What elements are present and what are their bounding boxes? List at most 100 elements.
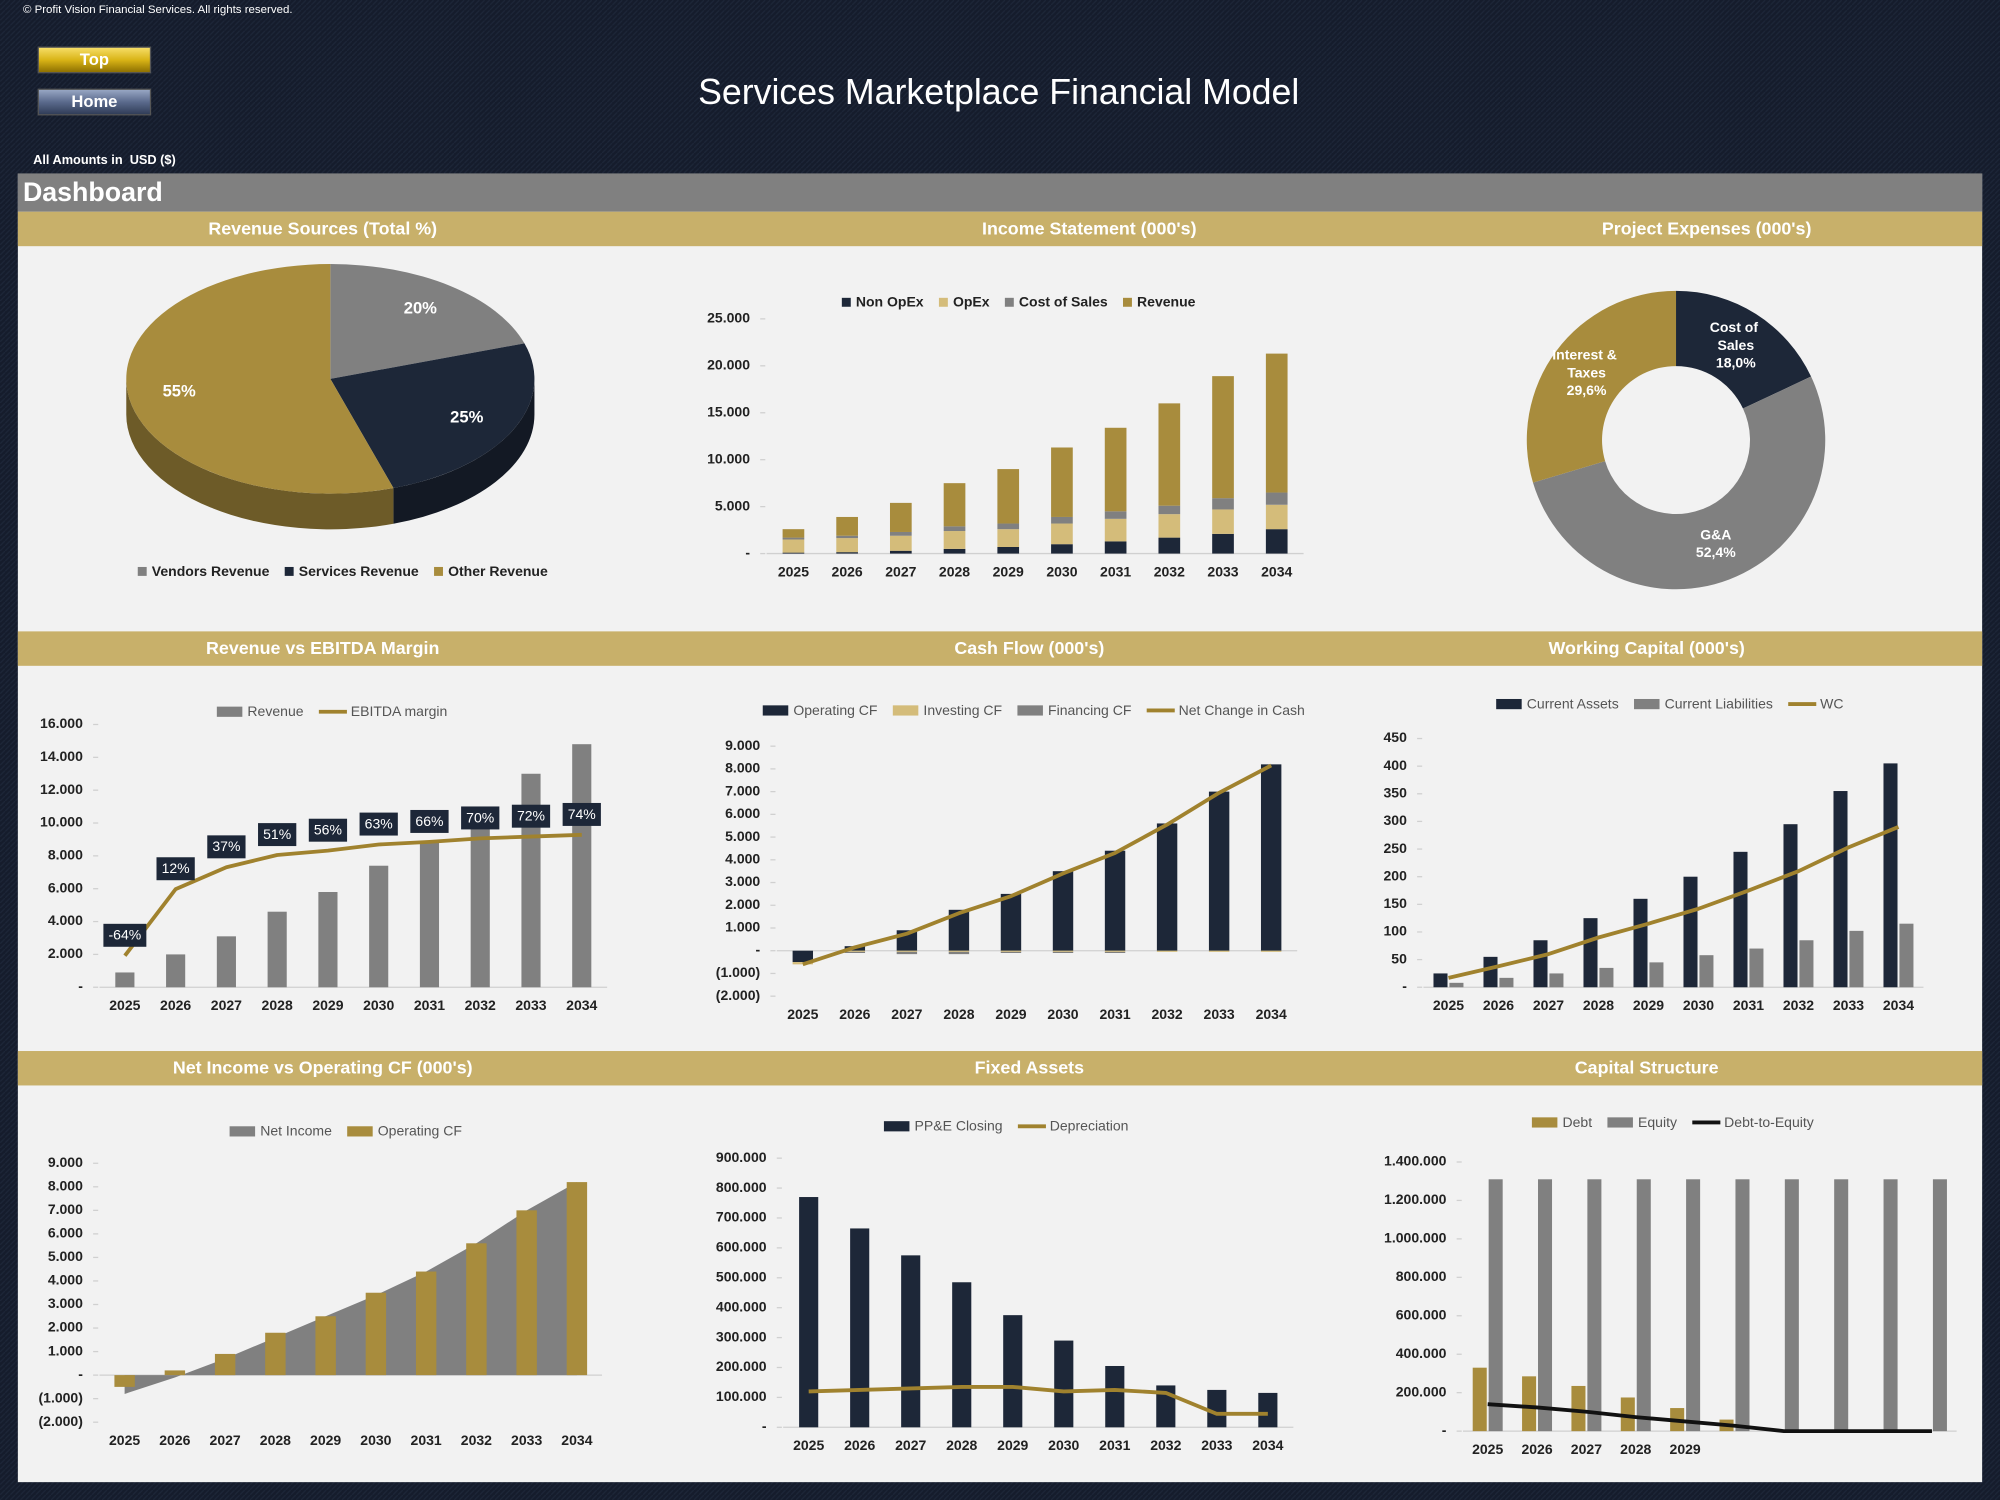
bar [1932, 1179, 1947, 1432]
x-tick-label: 2027 [1533, 997, 1564, 1013]
y-tick-label: (2.000) [38, 1413, 82, 1429]
y-tick-label: 300.000 [716, 1328, 767, 1344]
chart: Income Statement (000's) - 5.000 10.000 15.0… [707, 218, 1304, 579]
x-tick-label: 2029 [993, 563, 1024, 579]
data-label: 37% [212, 838, 240, 854]
bar [1052, 950, 1074, 952]
bar [1212, 533, 1234, 554]
y-tick-label: 1.400.000 [1384, 1153, 1447, 1169]
top-button-label[interactable]: Top [80, 50, 109, 69]
data-label: 52,4% [1696, 544, 1736, 560]
bar [1620, 1397, 1635, 1432]
y-tick-label: 6.000 [725, 805, 760, 821]
chart-title: Revenue vs EBITDA Margin [206, 638, 439, 658]
bar [1158, 403, 1181, 506]
x-tick-label: 2033 [1833, 997, 1864, 1013]
legend-marker [347, 1126, 373, 1137]
x-tick-label: 2032 [1150, 1437, 1181, 1453]
y-tick-label: (2.000) [716, 987, 760, 1003]
home-button[interactable]: Home [37, 88, 152, 116]
y-tick-label: 7.000 [725, 782, 760, 798]
pie-slice [126, 264, 394, 494]
x-tick-label: 2033 [1201, 1437, 1232, 1453]
bar [1683, 876, 1698, 988]
legend-label: PP&E Closing [915, 1118, 1003, 1134]
y-tick-label: 10.000 [40, 814, 83, 830]
bar [1633, 898, 1648, 988]
y-tick-label: 15.000 [707, 403, 750, 419]
bar [1265, 504, 1288, 530]
pie-slice [330, 343, 535, 489]
bar [265, 1332, 286, 1376]
x-tick-label: 2031 [1099, 1437, 1130, 1453]
y-tick-label: 500.000 [716, 1268, 767, 1284]
legend-label: Debt [1563, 1114, 1593, 1130]
bar [948, 950, 970, 952]
legend-marker [1004, 297, 1014, 307]
legend-label: Operating CF [378, 1123, 462, 1139]
line [123, 832, 582, 957]
legend-label: Current Liabilities [1665, 695, 1773, 711]
y-tick-label: 100.000 [716, 1388, 767, 1404]
y-tick-label: 1.000 [48, 1342, 83, 1358]
bar [1449, 982, 1464, 988]
x-tick-label: 2031 [1099, 1006, 1130, 1022]
y-tick-label: 8.000 [725, 760, 760, 776]
home-button-bg[interactable] [37, 88, 152, 116]
data-label-box [359, 812, 398, 836]
bar [466, 1243, 487, 1376]
x-tick-label: 2025 [1472, 1441, 1503, 1457]
legend-marker [1123, 297, 1132, 307]
x-tick-label: 2030 [1047, 1006, 1078, 1022]
x-tick-label: 2028 [939, 563, 970, 579]
bar [1212, 376, 1234, 499]
legend-marker [938, 297, 948, 307]
data-label: 72% [517, 808, 545, 824]
bar [1265, 353, 1288, 493]
pie-side [393, 378, 535, 524]
line [1487, 1402, 1932, 1434]
legend-label: Revenue [247, 703, 303, 719]
bar [115, 972, 135, 988]
y-tick-label: 400 [1383, 757, 1407, 773]
bar [1051, 516, 1073, 524]
bar [889, 535, 912, 551]
home-button-label[interactable]: Home [71, 92, 117, 111]
section-bar [17, 173, 1983, 212]
bar [1733, 851, 1748, 988]
data-label-box [156, 857, 195, 881]
bar [1158, 537, 1181, 554]
bar [1883, 763, 1898, 988]
y-tick-label: 20.000 [707, 357, 750, 373]
bar [792, 950, 814, 963]
x-tick-label: 2028 [260, 1432, 291, 1448]
x-tick-label: 2028 [943, 1006, 974, 1022]
x-tick-label: 2033 [515, 997, 546, 1013]
x-tick-label: 2034 [1261, 563, 1292, 579]
x-tick-label: 2031 [1733, 997, 1764, 1013]
pie-side [126, 378, 394, 530]
legend-label: Operating CF [793, 702, 877, 718]
x-tick-label: 2034 [566, 997, 597, 1013]
bar [114, 1375, 135, 1387]
bar [1051, 523, 1073, 545]
bar [889, 502, 912, 532]
x-tick-label: 2028 [1583, 997, 1614, 1013]
bar [1051, 544, 1073, 554]
bar [1849, 930, 1864, 988]
x-tick-label: 2030 [363, 997, 394, 1013]
area [124, 1182, 577, 1394]
x-tick-label: 2029 [995, 1006, 1026, 1022]
chart-title: Revenue Sources (Total %) [208, 218, 437, 238]
bar [566, 1182, 588, 1376]
legend-marker [1017, 705, 1043, 716]
top-button-bg[interactable] [37, 46, 152, 74]
x-tick-label: 2026 [1521, 1441, 1552, 1457]
top-button[interactable]: Top [37, 46, 152, 74]
donut-slice [1526, 290, 1677, 483]
bar [1212, 498, 1234, 510]
bar [1636, 1179, 1651, 1432]
bar [1265, 492, 1288, 505]
copyright: © Profit Vision Financial Services. All … [23, 4, 293, 16]
y-tick-label: 16.000 [40, 715, 83, 731]
